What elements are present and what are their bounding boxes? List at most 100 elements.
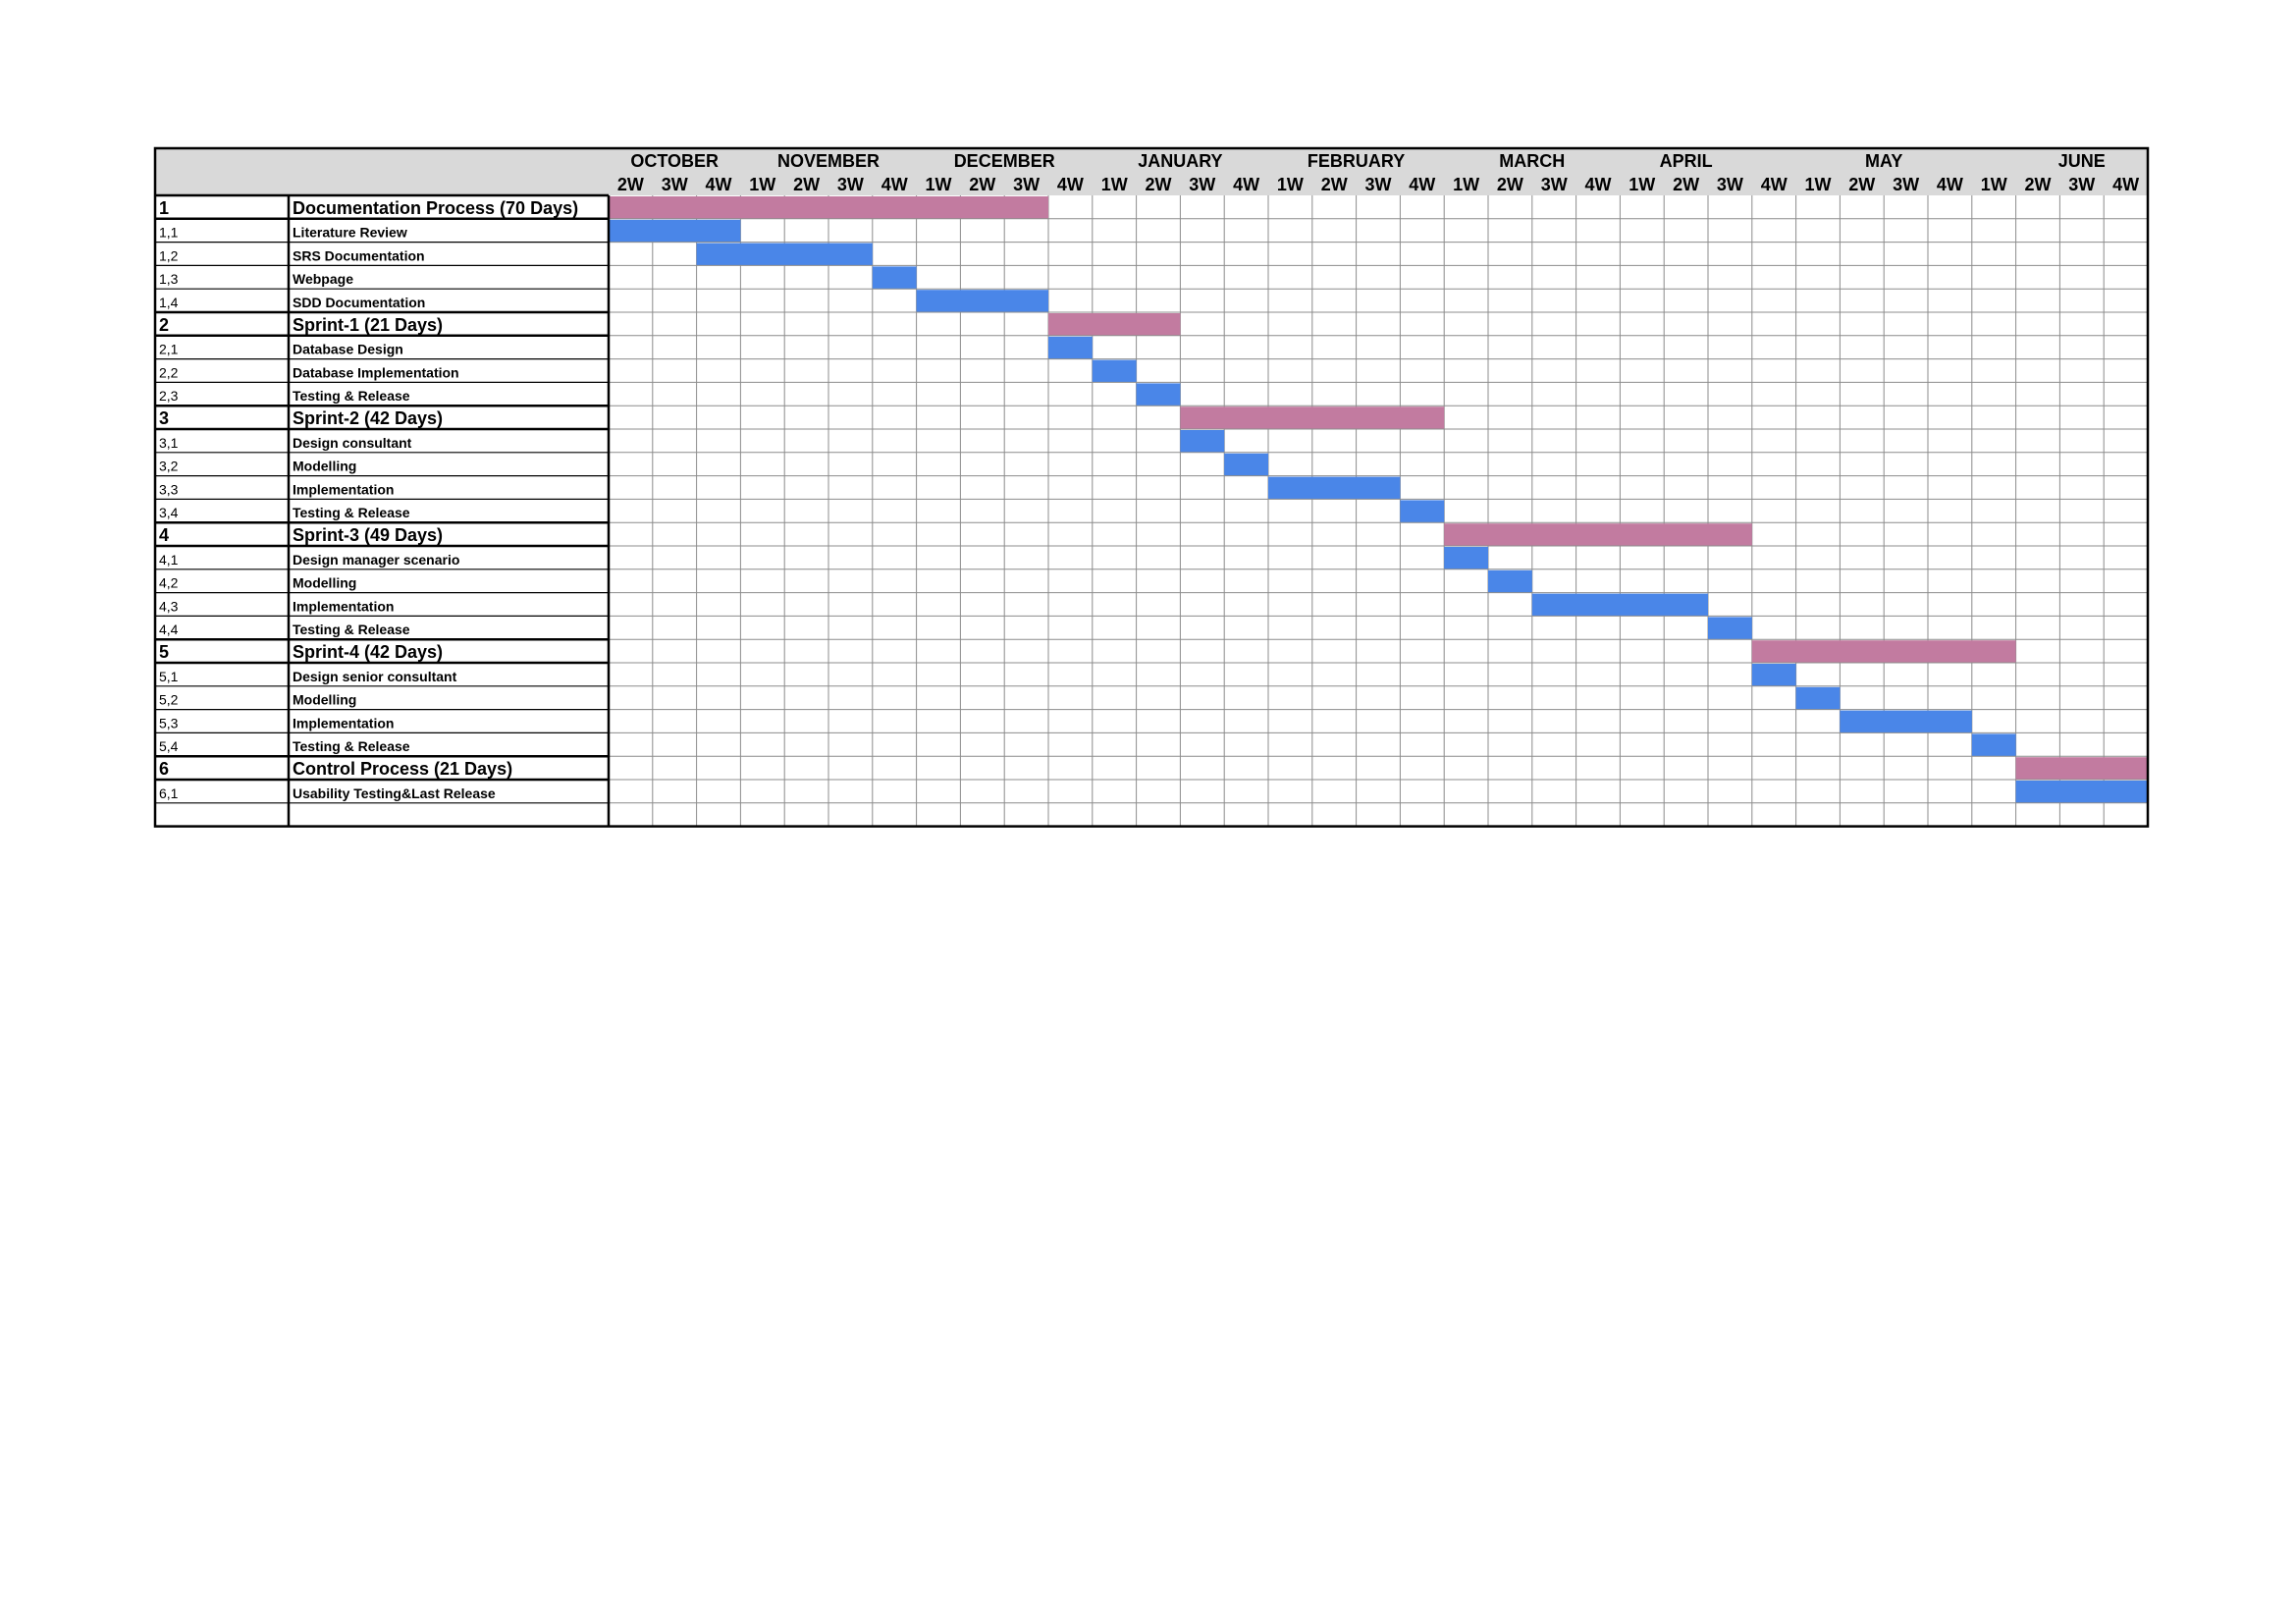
- task-name: Database Implementation: [293, 364, 459, 380]
- header-labels: OCTOBER NOVEMBER DECEMBER JANUARY FEBRUARY MA…: [617, 151, 2139, 194]
- task-id: 2: [159, 315, 169, 335]
- task-bar: [1180, 430, 1225, 453]
- task-bar: [1708, 617, 1752, 640]
- phase-bar: [1444, 523, 1752, 546]
- row-labels: 1 Documentation Process (70 Days) 1,1 Liter…: [159, 198, 578, 801]
- week-label: 4W: [1937, 175, 1963, 194]
- task-id: 1,1: [159, 225, 179, 241]
- task-bar: [1840, 710, 1972, 733]
- month-label: JANUARY: [1138, 151, 1222, 171]
- phase-bar: [2015, 757, 2148, 780]
- week-label: 4W: [1409, 175, 1435, 194]
- week-label: 4W: [2112, 175, 2139, 194]
- week-label: 3W: [1893, 175, 1919, 194]
- task-bar: [1224, 453, 1268, 476]
- week-label: 2W: [1497, 175, 1523, 194]
- task-id: 5,4: [159, 738, 179, 754]
- task-name: Implementation: [293, 598, 394, 614]
- task-id: 3,1: [159, 435, 179, 451]
- week-label: 4W: [1233, 175, 1259, 194]
- task-id: 2,2: [159, 364, 179, 380]
- task-bar: [872, 266, 917, 290]
- task-bar: [1048, 336, 1093, 359]
- month-label: NOVEMBER: [777, 151, 880, 171]
- bars-layer: [609, 196, 2148, 803]
- phase-name: Sprint-2 (42 Days): [293, 408, 443, 428]
- task-bar: [1795, 686, 1841, 710]
- month-label: DECEMBER: [954, 151, 1055, 171]
- task-bar: [2015, 781, 2148, 803]
- task-id: 2,3: [159, 388, 179, 404]
- task-bar: [609, 219, 741, 243]
- task-bar: [1400, 500, 1445, 523]
- task-id: 4,4: [159, 622, 179, 637]
- task-id: 1: [159, 198, 169, 218]
- task-name: Webpage: [293, 271, 353, 287]
- week-label: 2W: [1146, 175, 1172, 194]
- task-name: Literature Review: [293, 225, 407, 241]
- task-name: Testing & Release: [293, 388, 410, 404]
- task-name: SDD Documentation: [293, 295, 425, 310]
- task-id: 5,1: [159, 669, 179, 684]
- table-border: [153, 146, 2150, 828]
- week-label: 3W: [662, 175, 688, 194]
- task-id: 3,2: [159, 459, 179, 474]
- week-label: 1W: [1277, 175, 1304, 194]
- week-label: 1W: [749, 175, 775, 194]
- week-label: 2W: [793, 175, 820, 194]
- week-label: 4W: [1761, 175, 1788, 194]
- week-label: 1W: [1101, 175, 1128, 194]
- task-id: 5,3: [159, 715, 179, 731]
- task-name: Usability Testing&Last Release: [293, 785, 496, 801]
- phase-bar: [609, 196, 1048, 219]
- week-label: 3W: [1013, 175, 1040, 194]
- row-lines-layer: [155, 217, 2148, 804]
- task-name: Testing & Release: [293, 622, 410, 637]
- phase-name: Documentation Process (70 Days): [293, 198, 578, 218]
- task-bar: [1488, 569, 1532, 593]
- task-name: Testing & Release: [293, 738, 410, 754]
- task-name: Testing & Release: [293, 505, 410, 520]
- task-bar: [1136, 383, 1181, 406]
- week-label: 3W: [2068, 175, 2095, 194]
- task-name: Modelling: [293, 692, 356, 708]
- task-id: 1,4: [159, 295, 179, 310]
- task-id: 1,2: [159, 247, 179, 263]
- task-name: Implementation: [293, 481, 394, 497]
- week-label: 3W: [837, 175, 864, 194]
- month-label: MARCH: [1499, 151, 1565, 171]
- task-id: 4: [159, 525, 169, 545]
- task-bar: [696, 243, 873, 266]
- task-id: 3,3: [159, 481, 179, 497]
- task-bar: [1268, 476, 1401, 500]
- week-label: 1W: [1453, 175, 1479, 194]
- task-id: 3: [159, 408, 169, 428]
- week-label: 1W: [1981, 175, 2007, 194]
- task-name: Design senior consultant: [293, 669, 457, 684]
- month-label: APRIL: [1660, 151, 1713, 171]
- phase-name: Sprint-3 (49 Days): [293, 525, 443, 545]
- task-id: 4,3: [159, 598, 179, 614]
- month-label: FEBRUARY: [1308, 151, 1405, 171]
- task-bar: [1092, 359, 1137, 383]
- week-label: 3W: [1365, 175, 1392, 194]
- task-bar: [1751, 664, 1796, 686]
- task-id: 6,1: [159, 785, 179, 801]
- task-name: Design consultant: [293, 435, 412, 451]
- week-label: 4W: [1057, 175, 1084, 194]
- phase-name: Sprint-1 (21 Days): [293, 315, 443, 335]
- task-id: 5,2: [159, 692, 179, 708]
- header-background: [155, 148, 2148, 195]
- phase-bar: [1048, 313, 1181, 336]
- week-label: 4W: [881, 175, 908, 194]
- task-name: Modelling: [293, 575, 356, 591]
- task-id: 6: [159, 759, 169, 779]
- task-id: 4,1: [159, 552, 179, 568]
- week-label: 2W: [969, 175, 995, 194]
- task-bar: [1531, 593, 1708, 617]
- task-bar: [916, 290, 1048, 312]
- week-label: 4W: [1585, 175, 1612, 194]
- week-label: 2W: [1673, 175, 1699, 194]
- month-label: OCTOBER: [630, 151, 719, 171]
